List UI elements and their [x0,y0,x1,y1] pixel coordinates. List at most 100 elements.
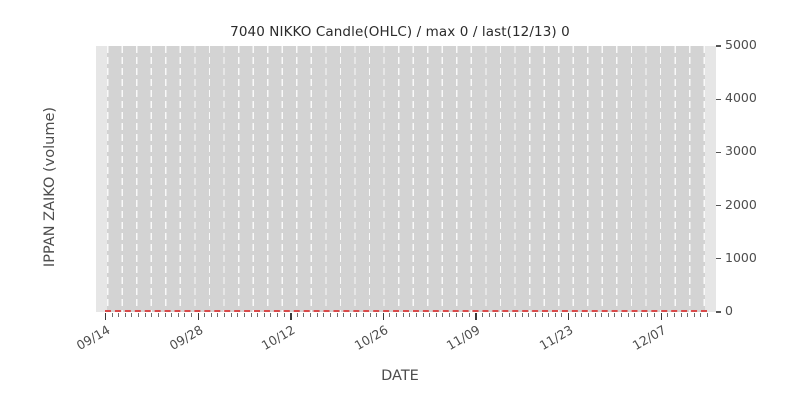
y-axis-label: IPPAN ZAIKO (volume) [42,106,58,268]
x-axis-minor-tick [349,313,351,317]
x-axis-minor-tick [230,313,232,317]
x-axis-minor-tick [554,313,556,317]
x-axis-ticks: 09/14 09/28 10/12 10/26 11/09 11/23 12/07 [74,313,716,353]
x-axis-tick-label: 10/12 [259,322,298,354]
x-axis-minor-tick [581,313,583,317]
x-axis-minor-tick [574,313,576,317]
x-axis-major-tick [660,313,663,320]
x-axis-minor-tick [369,313,371,317]
y-axis-tick-label: 1000 [725,249,757,265]
x-axis-major-tick [105,313,107,320]
x-axis-major-tick [197,313,199,320]
x-axis-minor-tick [336,313,338,317]
x-axis-minor-tick [541,313,543,317]
x-axis-major-tick [290,313,292,320]
x-axis-minor-tick [224,313,226,317]
x-axis-minor-tick [415,313,417,317]
y-axis-tick-mark [716,258,721,260]
x-axis-minor-tick [435,313,437,317]
x-axis-minor-tick [614,313,616,317]
x-axis-minor-tick [707,313,708,317]
x-axis-minor-tick [634,313,636,317]
x-axis-minor-tick [561,313,563,317]
x-axis-tick-label: 10/26 [351,322,391,354]
x-axis-minor-tick [118,313,120,317]
x-axis-minor-tick [468,313,470,317]
axes-left-margin-band [96,46,107,312]
x-axis-minor-tick [257,313,259,317]
x-axis-minor-tick [396,313,398,317]
x-axis-minor-tick [422,313,424,317]
x-axis-minor-tick [654,313,656,317]
x-axis-minor-tick [277,313,278,317]
x-axis-minor-tick [376,313,378,317]
x-axis-minor-tick [488,313,490,317]
x-axis-minor-tick [402,313,404,317]
chart-title: 7040 NIKKO Candle(OHLC) / max 0 / last(1… [230,24,570,40]
y-axis-tick-mark [716,311,721,313]
x-axis-minor-tick [442,313,444,317]
x-axis-minor-tick [303,313,305,317]
x-axis-minor-tick [548,313,550,317]
x-axis-minor-tick [310,313,312,317]
y-axis-tick-label: 4000 [725,90,757,106]
x-axis-tick-label: 11/23 [536,322,576,354]
y-axis-tick-mark [716,45,721,47]
x-axis-minor-tick [482,313,484,317]
x-axis-minor-tick [700,313,702,317]
x-axis-tick-label: 09/28 [166,322,206,354]
x-axis-minor-tick [462,313,464,317]
x-axis-minor-tick [607,313,609,317]
y-axis-tick-label: 5000 [725,37,757,52]
x-axis-minor-tick [680,313,682,317]
x-axis-minor-tick [356,313,358,317]
x-axis-minor-tick [171,313,173,317]
x-axis-minor-tick [283,313,285,317]
x-axis-minor-tick [409,313,411,317]
x-axis-minor-tick [124,313,126,317]
y-axis-tick-mark [716,151,721,153]
x-axis-minor-tick [177,313,179,317]
x-axis-minor-tick [640,313,642,317]
x-axis-label: DATE [381,368,419,384]
x-axis-minor-tick [521,313,523,317]
x-axis-minor-tick [210,313,212,317]
x-axis-minor-tick [111,313,113,317]
x-axis-minor-tick [296,313,298,317]
vertical-gridlines [107,46,705,312]
x-axis-minor-tick [343,313,345,317]
x-axis-minor-tick [151,313,153,317]
x-axis-minor-tick [243,313,245,317]
x-axis-minor-tick [455,313,457,317]
y-axis-tick-mark [716,98,721,100]
y-axis-tick-label: 3000 [725,143,757,159]
y-axis-tick-mark [716,205,721,207]
x-axis-minor-tick [429,313,431,317]
x-axis-minor-tick [363,313,364,317]
x-axis-tick-label: 09/14 [73,322,113,354]
x-axis-minor-tick [131,313,133,317]
x-axis-minor-tick [191,313,192,317]
axes-right-margin-band [705,46,716,312]
x-axis-minor-tick [515,313,517,317]
x-axis-minor-tick [601,313,603,317]
x-axis-major-tick [475,313,477,320]
x-axis-minor-tick [184,313,186,317]
plot-area [96,46,716,312]
x-axis-minor-tick [508,313,510,317]
x-axis-minor-tick [528,313,530,317]
x-axis-minor-tick [449,313,450,317]
x-axis-tick-label: 12/07 [629,322,669,354]
x-axis-minor-tick [157,313,159,317]
y-axis-tick-label: 0 [725,303,733,318]
x-axis-minor-tick [673,313,675,317]
x-axis-minor-tick [647,313,649,317]
x-axis-minor-tick [329,313,331,317]
series-line-ippan-zaiko [105,310,707,312]
x-axis-minor-tick [270,313,272,317]
x-axis-minor-tick [587,313,589,317]
x-axis-minor-tick [263,313,265,317]
y-axis-tick-label: 2000 [725,196,757,212]
x-axis-minor-tick [164,313,166,317]
x-axis-minor-tick [323,313,325,317]
